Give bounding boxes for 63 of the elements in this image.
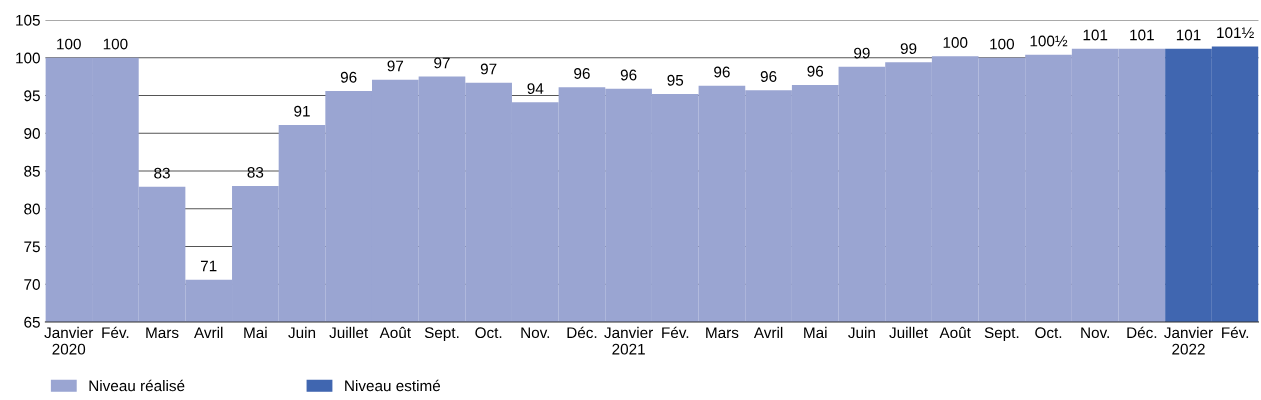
data-label: 101 bbox=[1130, 29, 1154, 41]
x-tick-label: Août bbox=[379, 326, 411, 339]
x-tick-label: Janvier 2022 bbox=[1164, 326, 1213, 355]
x-tick-label: Mars bbox=[706, 327, 739, 339]
x-tick-label: Déc. bbox=[567, 326, 597, 339]
y-tick-label: 105 bbox=[16, 14, 40, 26]
data-label: 96 bbox=[340, 71, 357, 83]
x-tick-label: Oct. bbox=[475, 327, 502, 339]
x-tick-label: Juin bbox=[848, 326, 875, 339]
x-tick-label: Mars bbox=[146, 327, 179, 339]
x-tick-label: Fév. bbox=[102, 326, 129, 339]
x-tick-label: Avril bbox=[194, 326, 223, 338]
data-label: 96 bbox=[574, 68, 590, 79]
y-tick-label: 85 bbox=[24, 165, 40, 177]
data-label: 99 bbox=[900, 43, 917, 54]
x-tick-label: Juillet bbox=[329, 326, 369, 339]
x-tick-label: Juin bbox=[288, 326, 316, 339]
data-label: 71 bbox=[200, 260, 217, 272]
data-label: 96 bbox=[620, 69, 637, 81]
data-label: 96 bbox=[714, 66, 730, 78]
data-label: 96 bbox=[807, 65, 824, 77]
data-label: 101 bbox=[1083, 29, 1108, 41]
x-tick-label: Sept. bbox=[984, 327, 1019, 342]
y-tick-label: 75 bbox=[24, 241, 40, 253]
x-tick-label: Sept. bbox=[424, 327, 459, 342]
data-label: 83 bbox=[247, 166, 264, 178]
data-label: 101 bbox=[1176, 29, 1201, 41]
data-label: 96 bbox=[760, 71, 777, 82]
data-label: 97 bbox=[387, 60, 404, 72]
x-tick-label: Mai bbox=[804, 326, 827, 339]
x-tick-label: Oct. bbox=[1035, 327, 1062, 339]
y-tick-label: 95 bbox=[24, 90, 40, 102]
data-label: 100 bbox=[103, 38, 128, 50]
x-tick-label: Nov. bbox=[1081, 327, 1109, 339]
data-label: 91 bbox=[294, 105, 310, 117]
x-tick-label: Avril bbox=[753, 326, 783, 338]
x-tick-label: Fév. bbox=[662, 326, 689, 339]
data-label: 94 bbox=[527, 83, 544, 94]
y-tick-label: 80 bbox=[24, 203, 40, 215]
data-label: 97 bbox=[480, 63, 497, 75]
data-label: 100 bbox=[990, 38, 1015, 50]
x-tick-label: Déc. bbox=[1127, 326, 1157, 339]
y-tick-label: 65 bbox=[24, 316, 40, 328]
data-label: 100 bbox=[943, 37, 968, 48]
legend-label: Niveau estimé bbox=[345, 379, 441, 392]
data-label: 100½ bbox=[1030, 35, 1068, 47]
data-label: 95 bbox=[667, 74, 684, 86]
x-tick-label: Fév. bbox=[1222, 326, 1249, 339]
y-tick-label: 90 bbox=[24, 128, 40, 139]
x-tick-label: Janvier 2021 bbox=[604, 326, 653, 355]
y-tick-label: 100 bbox=[16, 52, 40, 64]
x-tick-label: Nov. bbox=[521, 327, 550, 339]
x-tick-label: Mai bbox=[244, 326, 267, 339]
x-tick-label: Janvier 2020 bbox=[44, 326, 94, 355]
data-label: 83 bbox=[154, 167, 170, 179]
data-label: 97 bbox=[434, 57, 450, 69]
y-tick-label: 70 bbox=[24, 279, 40, 290]
legend-label: Niveau réalisé bbox=[89, 379, 185, 392]
data-label: 101½ bbox=[1217, 27, 1254, 39]
data-label: 100 bbox=[57, 38, 81, 50]
x-tick-label: Août bbox=[939, 326, 971, 339]
data-label: 99 bbox=[854, 47, 870, 59]
x-tick-label: Juillet bbox=[889, 326, 928, 339]
